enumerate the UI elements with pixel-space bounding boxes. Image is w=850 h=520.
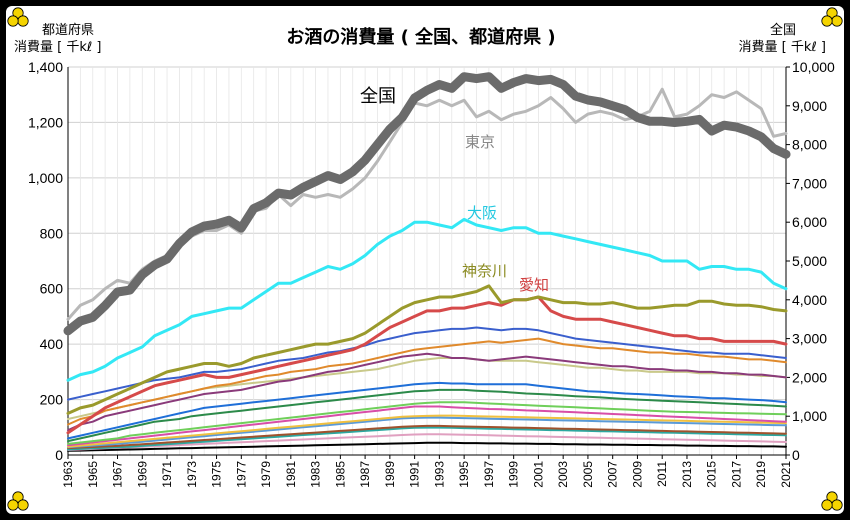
series-line — [67, 426, 787, 451]
x-tick-label: 2013 — [680, 461, 694, 488]
x-tick-label: 2001 — [531, 461, 545, 488]
y-left-tick-label: 0 — [55, 447, 63, 463]
corner-clover-icon — [821, 7, 843, 27]
series-line — [67, 414, 787, 448]
y-left-tick-label: 1,200 — [28, 114, 63, 130]
tokyo-series-label: 東京 — [465, 133, 495, 151]
x-tick-label: 2019 — [754, 461, 768, 488]
x-tick-label: 1983 — [309, 461, 323, 488]
series-line — [66, 284, 788, 415]
x-tick-label: 1979 — [259, 461, 273, 488]
y-right-tick-label: 8,000 — [792, 137, 827, 153]
y-right-tick-label: 4,000 — [792, 292, 827, 308]
series-line — [67, 405, 787, 447]
corner-clover-icon — [821, 491, 843, 511]
x-tick-label: 1999 — [507, 461, 521, 488]
y-left-tick-label: 600 — [40, 281, 64, 297]
x-tick-label: 1987 — [358, 461, 372, 488]
y-left-tick-label: 400 — [40, 336, 64, 352]
aichi-series-label: 愛知 — [519, 276, 549, 294]
series-line — [67, 424, 787, 450]
corner-clover-icon — [7, 491, 29, 511]
x-tick-label: 1971 — [160, 461, 174, 488]
x-tick-label: 2011 — [655, 461, 669, 487]
y-right-tick-label: 10,000 — [792, 59, 835, 75]
x-tick-label: 1981 — [284, 461, 298, 488]
osaka-series-label: 大阪 — [467, 204, 497, 222]
series-line — [66, 217, 788, 382]
series-line — [67, 401, 787, 445]
x-tick-label: 1977 — [234, 461, 248, 488]
x-tick-label: 1997 — [482, 461, 496, 488]
y-left-tick-label: 1,000 — [28, 170, 63, 186]
chart-title: お酒の消費量 ( 全国、都道府県 ) — [286, 26, 555, 48]
series-line — [63, 72, 791, 336]
kanagawa-series-label: 神奈川 — [462, 262, 507, 280]
y-right-tick-label: 6,000 — [792, 214, 827, 230]
x-tick-label: 1989 — [383, 461, 397, 488]
series-line — [67, 416, 787, 449]
series-line — [67, 352, 787, 432]
y-right-axis-label: 全国 — [770, 22, 796, 38]
y-left-axis-unit: 消費量 [ 千kℓ ] — [14, 40, 101, 55]
series-line — [67, 326, 787, 401]
series-line — [67, 441, 787, 452]
x-tick-label: 1975 — [210, 461, 224, 488]
x-tick-label: 2017 — [729, 461, 743, 488]
x-tick-label: 1973 — [185, 461, 199, 488]
series-line — [67, 381, 787, 440]
x-tick-label: 1965 — [86, 461, 100, 488]
y-left-tick-label: 800 — [40, 225, 64, 241]
x-tick-label: 2005 — [581, 461, 595, 488]
corner-clover-icon — [7, 7, 29, 27]
series-line — [67, 388, 787, 443]
x-tick-label: 1991 — [408, 461, 422, 488]
y-right-tick-label: 5,000 — [792, 253, 827, 269]
y-right-tick-label: 9,000 — [792, 98, 827, 114]
y-right-tick-label: 3,000 — [792, 331, 827, 347]
y-left-axis-label: 都道府県 — [42, 23, 94, 38]
x-tick-label: 1985 — [333, 461, 347, 488]
y-right-axis-unit: 消費量 [ 千kℓ ] — [739, 40, 826, 55]
x-tick-label: 1993 — [432, 461, 446, 488]
x-tick-label: 1969 — [135, 461, 149, 488]
x-tick-label: 2021 — [779, 461, 793, 488]
y-right-tick-label: 2,000 — [792, 369, 827, 385]
y-right-tick-label: 7,000 — [792, 175, 827, 191]
x-tick-label: 2007 — [606, 461, 620, 488]
x-tick-label: 1967 — [111, 461, 125, 488]
y-left-tick-label: 1,400 — [28, 59, 63, 75]
x-tick-label: 2009 — [630, 461, 644, 488]
x-tick-label: 1995 — [457, 461, 471, 488]
y-right-tick-label: 1,000 — [792, 408, 827, 424]
national-series-label: 全国 — [360, 86, 396, 107]
series-line — [66, 295, 788, 435]
x-tick-label: 2003 — [556, 461, 570, 488]
series-line — [67, 433, 787, 451]
x-tick-label: 2015 — [705, 461, 719, 488]
x-tick-label: 1963 — [61, 461, 75, 488]
y-left-tick-label: 200 — [40, 392, 64, 408]
series-line — [67, 337, 787, 426]
y-right-tick-label: 0 — [792, 447, 800, 463]
